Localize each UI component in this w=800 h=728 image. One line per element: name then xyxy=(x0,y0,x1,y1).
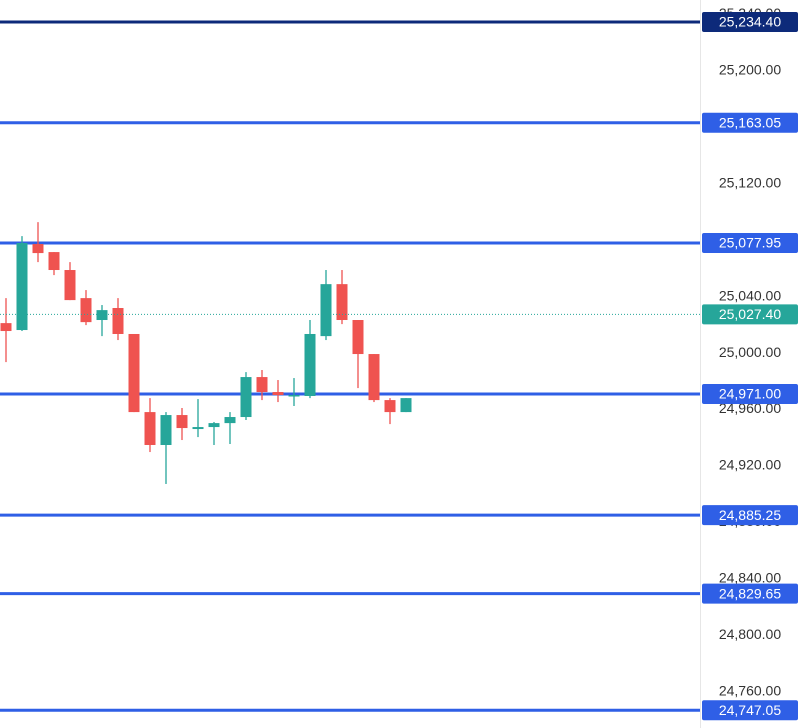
candle-body xyxy=(384,400,396,413)
candle-body xyxy=(0,323,12,332)
candle-body xyxy=(352,320,364,355)
level-label: 24,747.05 xyxy=(719,702,781,718)
candle-body xyxy=(64,270,76,301)
candle-body xyxy=(368,354,380,401)
level-label: 24,971.00 xyxy=(719,386,781,402)
y-tick-label: 25,000.00 xyxy=(719,344,781,360)
last-price-label: 25,027.40 xyxy=(719,306,781,322)
level-box xyxy=(702,232,798,253)
y-tick-label: 25,200.00 xyxy=(719,61,781,77)
y-tick-label: 24,760.00 xyxy=(719,683,781,699)
level-label: 24,885.25 xyxy=(719,507,781,523)
candle-body xyxy=(320,284,332,337)
level-box xyxy=(702,700,798,721)
candle-body xyxy=(288,394,300,397)
y-tick-label: 25,040.00 xyxy=(719,287,781,303)
level-box xyxy=(702,583,798,604)
candle-body xyxy=(256,377,268,393)
level-label: 25,077.95 xyxy=(719,235,781,251)
candle-body xyxy=(80,298,92,323)
candle-body xyxy=(304,333,316,396)
candle-body xyxy=(144,412,156,445)
level-box xyxy=(702,12,798,33)
candle-body xyxy=(96,310,108,321)
candle-body xyxy=(224,417,236,424)
level-label: 25,163.05 xyxy=(719,114,781,130)
y-tick-label: 24,920.00 xyxy=(719,457,781,473)
candle-body xyxy=(400,398,412,413)
candle-body xyxy=(272,392,284,395)
y-tick-label: 24,840.00 xyxy=(719,570,781,586)
candle-body xyxy=(32,244,44,254)
candle-body xyxy=(112,308,124,334)
y-tick-label: 24,800.00 xyxy=(719,626,781,642)
level-box xyxy=(702,505,798,526)
y-tick-label: 24,960.00 xyxy=(719,400,781,416)
candle-body xyxy=(240,377,252,418)
candle-body xyxy=(192,427,204,430)
candle-body xyxy=(16,243,28,331)
level-label: 25,234.40 xyxy=(719,14,781,30)
candle-body xyxy=(208,423,220,428)
level-label: 24,829.65 xyxy=(719,585,781,601)
level-box xyxy=(702,384,798,405)
y-tick-label: 25,120.00 xyxy=(719,174,781,190)
candle-body xyxy=(336,284,348,321)
candle-body xyxy=(128,333,140,413)
level-box xyxy=(702,112,798,133)
last-price-box xyxy=(702,304,798,325)
candle-body xyxy=(160,415,172,445)
candle-body xyxy=(48,252,60,271)
candle-body xyxy=(176,415,188,429)
